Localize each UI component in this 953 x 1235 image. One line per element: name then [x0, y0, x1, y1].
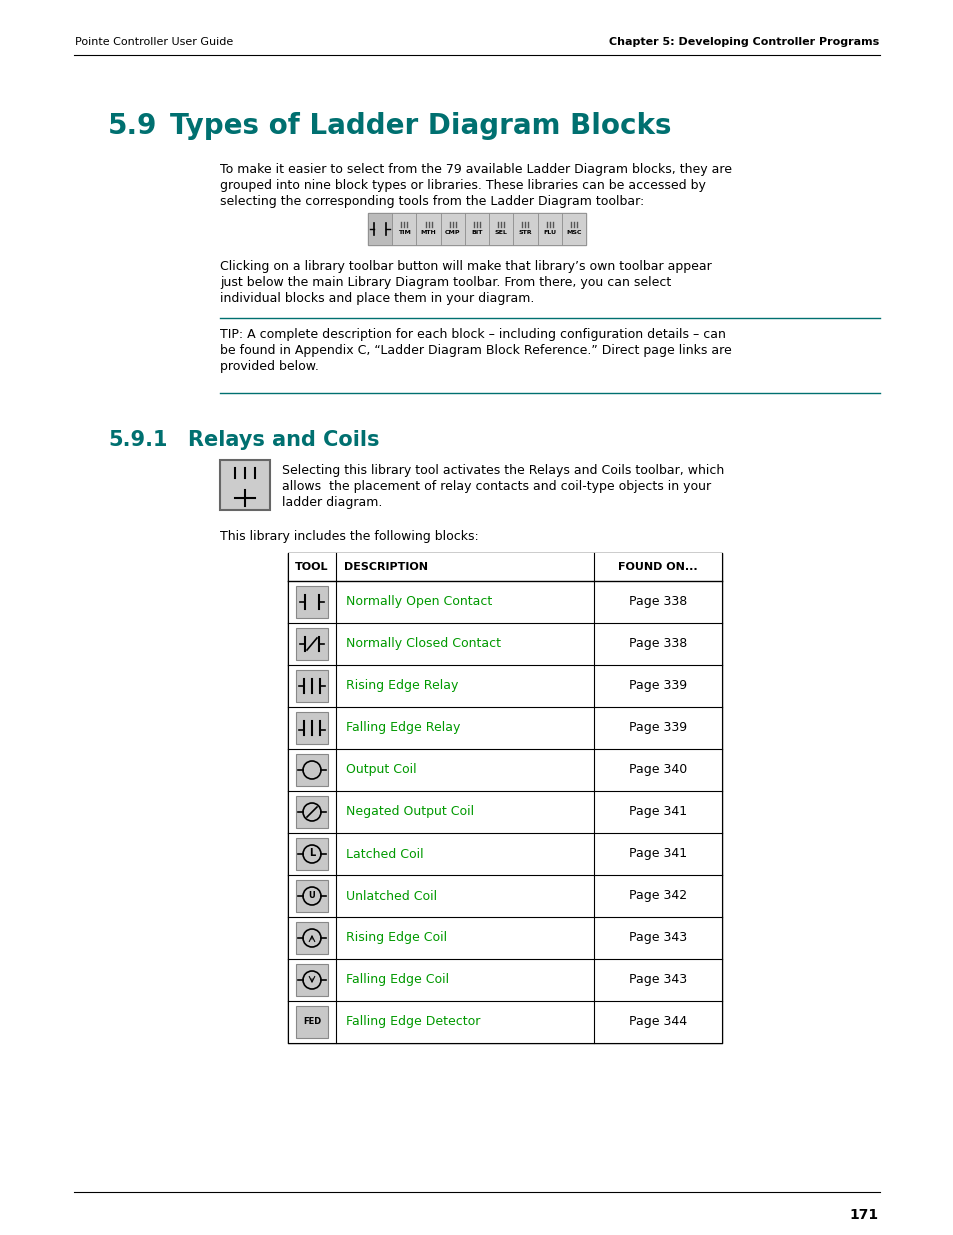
Text: FOUND ON...: FOUND ON... — [618, 562, 697, 572]
Text: CMP: CMP — [444, 230, 460, 235]
Bar — [288, 832, 721, 876]
Text: BIT: BIT — [471, 230, 482, 235]
Bar — [288, 580, 721, 622]
Bar — [295, 965, 328, 995]
Bar — [416, 212, 440, 245]
Text: This library includes the following blocks:: This library includes the following bloc… — [220, 530, 478, 543]
Text: Rising Edge Coil: Rising Edge Coil — [346, 931, 447, 945]
Text: MSC: MSC — [565, 230, 581, 235]
Text: Normally Closed Contact: Normally Closed Contact — [346, 637, 500, 651]
Text: Page 343: Page 343 — [628, 931, 686, 945]
Text: Chapter 5: Developing Controller Programs: Chapter 5: Developing Controller Program… — [608, 37, 878, 47]
Text: Latched Coil: Latched Coil — [346, 847, 423, 861]
Bar — [513, 212, 537, 245]
Text: Page 339: Page 339 — [628, 679, 686, 693]
Text: Page 339: Page 339 — [628, 721, 686, 735]
Text: SEL: SEL — [495, 230, 507, 235]
Text: Page 342: Page 342 — [628, 889, 686, 903]
Text: 5.9.1: 5.9.1 — [108, 430, 168, 450]
Text: Normally Open Contact: Normally Open Contact — [346, 595, 492, 609]
Text: Clicking on a library toolbar button will make that library’s own toolbar appear: Clicking on a library toolbar button wil… — [220, 261, 711, 273]
Bar — [368, 212, 392, 245]
Text: STR: STR — [518, 230, 532, 235]
Bar — [464, 212, 489, 245]
Text: Page 338: Page 338 — [628, 637, 686, 651]
Text: Page 338: Page 338 — [628, 595, 686, 609]
Circle shape — [303, 761, 320, 779]
Text: DESCRIPTION: DESCRIPTION — [344, 562, 428, 572]
Circle shape — [303, 887, 320, 905]
Text: U: U — [309, 890, 315, 899]
Text: Falling Edge Detector: Falling Edge Detector — [346, 1015, 480, 1029]
Text: Rising Edge Relay: Rising Edge Relay — [346, 679, 457, 693]
Bar — [288, 790, 721, 832]
Text: selecting the corresponding tools from the Ladder Diagram toolbar:: selecting the corresponding tools from t… — [220, 195, 643, 207]
Bar — [288, 1002, 721, 1044]
Text: just below the main Library Diagram toolbar. From there, you can select: just below the main Library Diagram tool… — [220, 275, 671, 289]
Text: Page 340: Page 340 — [628, 763, 686, 777]
Text: Selecting this library tool activates the Relays and Coils toolbar, which: Selecting this library tool activates th… — [282, 464, 723, 477]
Bar — [295, 923, 328, 953]
Bar — [295, 629, 328, 659]
Bar — [295, 671, 328, 701]
Bar — [288, 553, 721, 1044]
Bar — [489, 212, 513, 245]
Bar — [288, 876, 721, 918]
Bar — [295, 881, 328, 911]
Bar — [537, 212, 561, 245]
Bar — [368, 212, 585, 245]
Bar — [392, 212, 416, 245]
Text: 5.9: 5.9 — [108, 112, 157, 140]
Text: ladder diagram.: ladder diagram. — [282, 496, 382, 509]
Bar — [295, 797, 328, 827]
Text: Page 341: Page 341 — [628, 805, 686, 819]
Circle shape — [303, 971, 320, 989]
Text: Falling Edge Relay: Falling Edge Relay — [346, 721, 460, 735]
Text: Unlatched Coil: Unlatched Coil — [346, 889, 436, 903]
Bar — [295, 713, 328, 743]
Text: L: L — [309, 848, 314, 858]
Text: Relays and Coils: Relays and Coils — [188, 430, 379, 450]
Text: Falling Edge Coil: Falling Edge Coil — [346, 973, 449, 987]
Text: To make it easier to select from the 79 available Ladder Diagram blocks, they ar: To make it easier to select from the 79 … — [220, 163, 731, 177]
Text: Output Coil: Output Coil — [346, 763, 416, 777]
Circle shape — [303, 803, 320, 821]
Text: Page 341: Page 341 — [628, 847, 686, 861]
Bar — [288, 748, 721, 790]
Text: 171: 171 — [849, 1208, 878, 1221]
Text: Pointe Controller User Guide: Pointe Controller User Guide — [75, 37, 233, 47]
Text: FLU: FLU — [542, 230, 556, 235]
Text: allows  the placement of relay contacts and coil-type objects in your: allows the placement of relay contacts a… — [282, 480, 710, 493]
Bar — [288, 706, 721, 748]
Bar — [295, 755, 328, 785]
Text: Page 343: Page 343 — [628, 973, 686, 987]
Text: Negated Output Coil: Negated Output Coil — [346, 805, 474, 819]
Text: Page 344: Page 344 — [628, 1015, 686, 1029]
Text: MTH: MTH — [420, 230, 436, 235]
Text: be found in Appendix C, “Ladder Diagram Block Reference.” Direct page links are: be found in Appendix C, “Ladder Diagram … — [220, 345, 731, 357]
Text: TIP: A complete description for each block – including configuration details – c: TIP: A complete description for each blo… — [220, 329, 725, 341]
Bar — [288, 918, 721, 960]
Circle shape — [303, 845, 320, 863]
Bar — [561, 212, 585, 245]
Text: FED: FED — [302, 1018, 321, 1026]
Text: TIM: TIM — [397, 230, 411, 235]
Bar — [295, 585, 328, 618]
Bar — [220, 459, 270, 510]
Bar — [288, 553, 721, 580]
Text: TOOL: TOOL — [294, 562, 329, 572]
Bar — [288, 960, 721, 1002]
Bar — [295, 1007, 328, 1037]
Bar — [288, 664, 721, 706]
Bar — [440, 212, 464, 245]
Text: grouped into nine block types or libraries. These libraries can be accessed by: grouped into nine block types or librari… — [220, 179, 705, 191]
Text: individual blocks and place them in your diagram.: individual blocks and place them in your… — [220, 291, 534, 305]
Text: provided below.: provided below. — [220, 359, 318, 373]
Circle shape — [303, 929, 320, 947]
Text: Types of Ladder Diagram Blocks: Types of Ladder Diagram Blocks — [170, 112, 671, 140]
Bar — [295, 839, 328, 869]
Bar — [288, 622, 721, 664]
